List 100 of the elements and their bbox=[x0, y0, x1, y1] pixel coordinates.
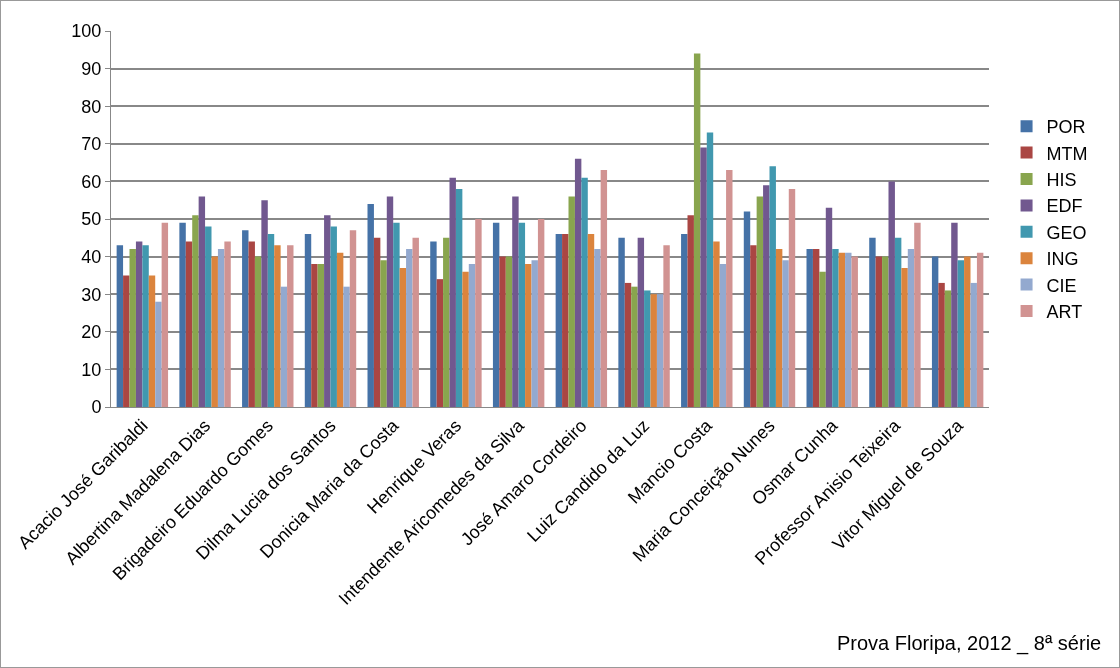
bar bbox=[769, 166, 776, 407]
bar bbox=[587, 234, 595, 407]
bar bbox=[287, 245, 294, 407]
bar bbox=[475, 219, 482, 407]
bar bbox=[217, 249, 225, 407]
bar bbox=[537, 219, 545, 407]
legend-label: HIS bbox=[1046, 170, 1077, 191]
bar bbox=[976, 252, 984, 407]
bar bbox=[907, 249, 915, 407]
bar bbox=[198, 196, 206, 407]
bar bbox=[555, 234, 563, 407]
bar bbox=[462, 271, 469, 407]
bar bbox=[311, 264, 318, 407]
bar bbox=[531, 260, 538, 407]
bar bbox=[931, 256, 939, 407]
bar bbox=[205, 226, 212, 407]
bar bbox=[681, 234, 688, 407]
bar bbox=[343, 286, 350, 407]
bar bbox=[242, 230, 249, 407]
bar bbox=[782, 260, 789, 407]
bar bbox=[719, 264, 727, 407]
bar bbox=[663, 245, 670, 407]
bar bbox=[882, 256, 889, 407]
bar bbox=[116, 245, 124, 407]
y-tick-label: 70 bbox=[81, 134, 102, 155]
bar bbox=[951, 222, 958, 407]
bar bbox=[756, 196, 764, 407]
bar bbox=[179, 222, 186, 407]
bar bbox=[562, 234, 569, 407]
bar bbox=[518, 222, 526, 407]
bar bbox=[449, 177, 456, 407]
bar bbox=[393, 222, 400, 407]
bar bbox=[944, 290, 952, 407]
bar bbox=[964, 256, 971, 407]
bar bbox=[763, 185, 770, 407]
bar bbox=[901, 267, 908, 407]
bar bbox=[869, 237, 876, 407]
bar bbox=[304, 234, 312, 407]
bar bbox=[832, 249, 839, 407]
y-tick-label: 30 bbox=[81, 284, 102, 305]
bar bbox=[148, 275, 156, 407]
bar bbox=[129, 249, 136, 407]
bar bbox=[412, 237, 419, 407]
bar bbox=[406, 249, 413, 407]
bar bbox=[806, 249, 813, 407]
bar bbox=[700, 147, 707, 407]
bar bbox=[845, 252, 852, 407]
bar bbox=[123, 275, 130, 407]
bar bbox=[888, 181, 895, 407]
bar bbox=[492, 222, 500, 407]
bar bbox=[155, 301, 162, 407]
bar bbox=[875, 256, 883, 407]
bar bbox=[743, 211, 751, 407]
y-tick-label: 10 bbox=[81, 359, 102, 380]
y-tick-label: 90 bbox=[81, 58, 102, 79]
y-tick-label: 0 bbox=[91, 397, 102, 418]
y-tick-label: 100 bbox=[71, 21, 102, 42]
bar bbox=[687, 215, 694, 407]
bar bbox=[254, 256, 262, 407]
bar bbox=[386, 196, 394, 407]
bar bbox=[631, 286, 638, 407]
bar bbox=[380, 260, 387, 407]
bar bbox=[161, 222, 169, 407]
bar bbox=[775, 249, 783, 407]
bar bbox=[525, 264, 532, 407]
bar bbox=[330, 226, 337, 407]
y-tick-label: 40 bbox=[81, 246, 102, 267]
bar bbox=[211, 256, 218, 407]
bar bbox=[436, 279, 444, 407]
bar bbox=[135, 241, 143, 407]
bar bbox=[280, 286, 288, 407]
bar bbox=[574, 158, 582, 407]
bar bbox=[812, 249, 820, 407]
bar bbox=[957, 260, 965, 407]
bar bbox=[261, 200, 268, 407]
bar bbox=[499, 256, 506, 407]
bar bbox=[914, 222, 921, 407]
bar bbox=[726, 170, 733, 407]
bar bbox=[750, 245, 757, 407]
bar bbox=[713, 241, 720, 407]
bar bbox=[819, 271, 826, 407]
bar bbox=[336, 252, 344, 407]
bar bbox=[367, 203, 374, 407]
legend-label: ING bbox=[1046, 249, 1079, 270]
bar bbox=[568, 196, 575, 407]
bar bbox=[624, 282, 632, 407]
legend-label: MTM bbox=[1046, 143, 1088, 164]
bar bbox=[594, 249, 601, 407]
bar bbox=[324, 215, 331, 407]
bar bbox=[267, 234, 275, 407]
bar bbox=[644, 290, 651, 407]
bar bbox=[706, 132, 714, 407]
y-tick-label: 50 bbox=[81, 209, 102, 230]
bar bbox=[600, 170, 608, 407]
bar bbox=[650, 294, 657, 407]
legend-label: CIE bbox=[1046, 275, 1077, 296]
bar bbox=[693, 53, 701, 407]
y-tick-label: 60 bbox=[81, 171, 102, 192]
bar bbox=[248, 241, 255, 407]
bar bbox=[512, 196, 519, 407]
